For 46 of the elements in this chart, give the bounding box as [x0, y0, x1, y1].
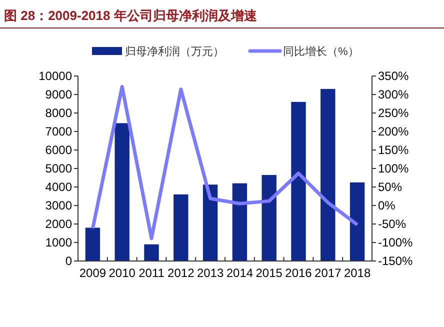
y2-tick-label: 0%	[378, 198, 396, 213]
bar	[85, 228, 100, 261]
line-series	[90, 84, 360, 240]
x-tick-label: 2011	[138, 266, 165, 280]
x-tick-label: 2013	[196, 266, 224, 280]
y2-tick-label: 300%	[378, 88, 410, 102]
y-tick-label: 7000	[45, 124, 72, 139]
bar	[202, 184, 218, 261]
bar	[291, 102, 306, 261]
y2-tick-label: 150%	[378, 143, 410, 158]
y-tick-label: 9000	[45, 88, 72, 102]
x-tick-label: 2015	[256, 266, 283, 280]
y2-tick-label: 100%	[378, 162, 410, 176]
x-tick-label: 2009	[79, 266, 106, 280]
y-tick-label: 4000	[45, 180, 72, 194]
y2-tick-label: -100%	[378, 236, 414, 250]
legend-label: 归母净利润（万元）	[125, 44, 224, 58]
y-tick-label: 10000	[38, 69, 72, 84]
x-tick-label: 2014	[226, 266, 254, 280]
bar	[174, 194, 188, 261]
bar	[232, 183, 248, 261]
bar	[114, 123, 130, 261]
y-tick-label: 0	[65, 254, 72, 268]
y-tick-label: 2000	[45, 217, 72, 232]
y-tick-label: 6000	[45, 143, 72, 158]
y-tick-label: 1000	[45, 236, 72, 250]
y2-tick-label: -150%	[378, 254, 414, 268]
y-tick-label: 3000	[45, 198, 72, 213]
bar	[144, 244, 159, 261]
x-tick-label: 2018	[344, 266, 371, 280]
y2-tick-label: 350%	[378, 69, 410, 84]
y2-tick-label: 250%	[378, 106, 410, 120]
x-tick-label: 2010	[108, 266, 136, 280]
y2-tick-label: 50%	[378, 180, 402, 194]
legend-label: 同比增长（%）	[283, 44, 359, 58]
y-tick-label: 5000	[45, 162, 72, 176]
bar	[320, 88, 336, 261]
x-tick-label: 2017	[314, 266, 342, 280]
y2-tick-label: 200%	[378, 124, 410, 139]
x-tick-label: 2012	[168, 266, 195, 280]
y-tick-label: 8000	[45, 106, 72, 120]
y2-tick-label: -50%	[378, 217, 406, 232]
x-tick-label: 2016	[285, 266, 312, 280]
bar	[350, 182, 365, 261]
bar	[262, 174, 276, 261]
chart-title: 图 28：2009-2018 年公司归母净利润及增速	[4, 8, 258, 23]
